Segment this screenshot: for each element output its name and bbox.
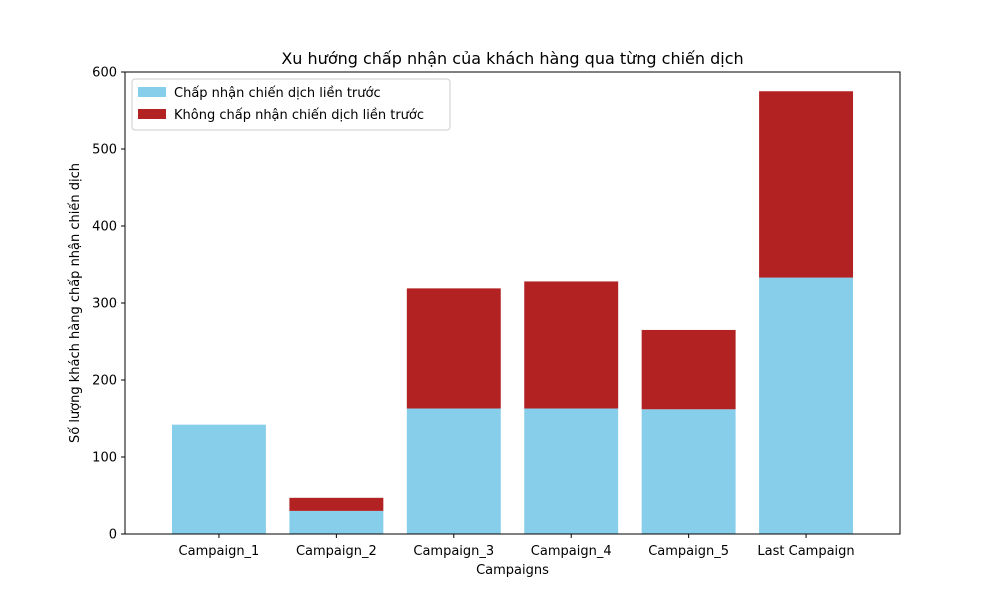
bar-accepted-2 [289, 510, 384, 534]
y-tick-label: 100 [92, 451, 117, 466]
bar-not-accepted-3 [406, 288, 501, 409]
bar-accepted-5 [641, 409, 736, 534]
legend-label-accepted: Chấp nhận chiến dịch liền trước [174, 86, 381, 101]
y-tick-label: 200 [92, 374, 117, 389]
legend-label-not-accepted: Không chấp nhận chiến dịch liền trước [174, 108, 424, 123]
x-axis-label: Campaigns [476, 563, 549, 578]
bar-accepted-3 [406, 408, 501, 534]
bars-layer [171, 91, 854, 534]
y-tick-label: 0 [109, 528, 117, 543]
bar-not-accepted-6 [759, 91, 854, 278]
axes-layer: 0 100 200 300 400 500 600 Campaign_1 Campaign_2 C… [92, 66, 901, 559]
y-axis-label: Số lượng khách hàng chấp nhận chiến dịch [68, 163, 83, 443]
x-tick-label: Last Campaign [757, 544, 854, 559]
y-tick-label: 500 [92, 143, 117, 158]
y-tick-label: 600 [92, 66, 117, 81]
bar-accepted-4 [524, 408, 619, 534]
x-tick-label: Campaign_3 [413, 544, 494, 559]
bar-not-accepted-5 [641, 329, 736, 410]
legend: Chấp nhận chiến dịch liền trước Không chấ… [131, 78, 451, 131]
bar-not-accepted-4 [524, 281, 619, 409]
chart-title: Xu hướng chấp nhận của khách hàng qua từ… [281, 49, 743, 68]
bar-accepted-1 [171, 424, 266, 534]
x-tick-label: Campaign_1 [179, 544, 260, 559]
y-tick-label: 300 [92, 297, 117, 312]
bar-not-accepted-2 [289, 497, 384, 511]
legend-box [131, 78, 451, 131]
x-tick-label: Campaign_5 [648, 544, 729, 559]
legend-swatch-not-accepted [138, 109, 166, 119]
x-tick-label: Campaign_4 [531, 544, 612, 559]
bar-accepted-6 [759, 277, 854, 534]
y-tick-label: 400 [92, 220, 117, 235]
x-tick-label: Campaign_2 [296, 544, 377, 559]
legend-swatch-accepted [138, 87, 166, 97]
